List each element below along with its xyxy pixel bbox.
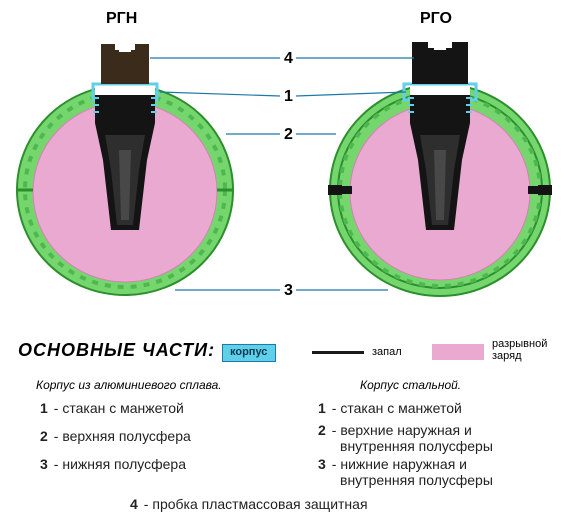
legend-title: ОСНОВНЫЕ ЧАСТИ: bbox=[18, 340, 215, 361]
left-subhead: Корпус из алюминиевого сплава. bbox=[36, 378, 222, 392]
legend-swatch-fuse bbox=[312, 351, 364, 354]
legend-label-fuse: запал bbox=[372, 346, 402, 358]
diagram-svg bbox=[0, 0, 567, 330]
legend-label-body: корпус bbox=[230, 346, 267, 358]
bottom-part-4-text: пробка пластмассовая защитная bbox=[152, 496, 367, 512]
right-subhead: Корпус стальной. bbox=[360, 378, 461, 392]
right-part-3a: нижние наружная и bbox=[340, 456, 467, 472]
right-part-2: 2- верхние наружная и bbox=[318, 422, 472, 438]
bottom-part-4: 4- пробка пластмассовая защитная bbox=[130, 496, 368, 512]
right-part-2b: внутренняя полусферы bbox=[340, 438, 493, 454]
legend-label-charge-1: разрывной bbox=[492, 338, 547, 350]
left-part-3-text: нижняя полусфера bbox=[62, 456, 186, 472]
right-part-2a: верхние наружная и bbox=[340, 422, 471, 438]
right-part-3: 3- нижние наружная и bbox=[318, 456, 467, 472]
left-part-2-text: верхняя полусфера bbox=[62, 428, 190, 444]
left-part-3: 3- нижняя полусфера bbox=[40, 456, 186, 472]
legend-label-charge-2: заряд bbox=[492, 350, 522, 362]
right-part-1-text: стакан с манжетой bbox=[340, 400, 461, 416]
right-part-3b: внутренняя полусферы bbox=[340, 472, 493, 488]
left-part-1-text: стакан с манжетой bbox=[62, 400, 183, 416]
left-part-2: 2- верхняя полусфера bbox=[40, 428, 191, 444]
right-part-1: 1- стакан с манжетой bbox=[318, 400, 462, 416]
left-part-1: 1- стакан с манжетой bbox=[40, 400, 184, 416]
legend-swatch-charge bbox=[432, 344, 484, 360]
